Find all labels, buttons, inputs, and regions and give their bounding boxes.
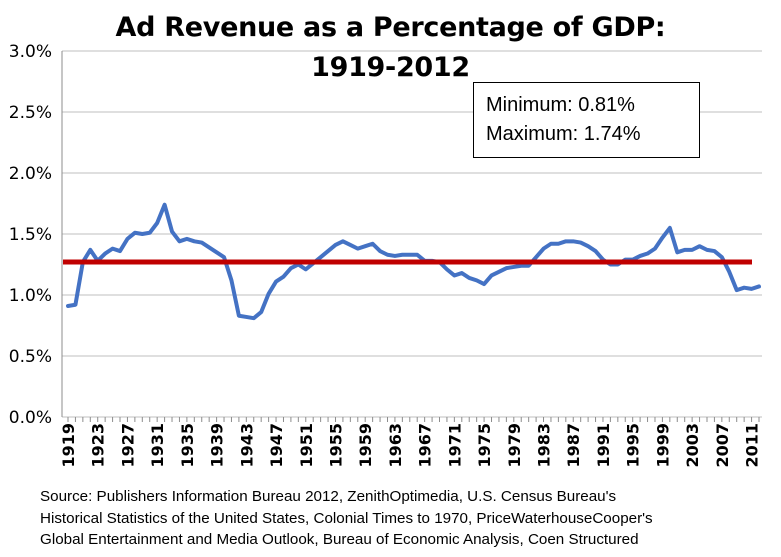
y-tick-label: 0.5% xyxy=(9,347,52,367)
x-tick-label: 1999 xyxy=(653,423,672,468)
x-tick-label: 1947 xyxy=(267,423,286,468)
x-tick-label: 1951 xyxy=(297,423,316,468)
y-tick-label: 0.0% xyxy=(9,408,52,428)
x-tick-label: 1955 xyxy=(326,423,345,468)
y-tick-label: 1.0% xyxy=(9,286,52,306)
x-tick-label: 1967 xyxy=(416,423,435,468)
y-tick-label: 2.5% xyxy=(9,103,52,123)
stats-box: Minimum: 0.81% Maximum: 1.74% xyxy=(473,82,700,158)
x-tick-label: 1927 xyxy=(118,423,137,468)
source-line: Source: Publishers Information Bureau 20… xyxy=(40,488,617,505)
y-tick-label: 2.0% xyxy=(9,164,52,184)
y-tick-label: 1.5% xyxy=(9,225,52,245)
x-tick-label: 1975 xyxy=(475,423,494,468)
source-note: Source: Publishers Information Bureau 20… xyxy=(40,486,760,551)
chart-title: Ad Revenue as a Percentage of GDP: 1919-… xyxy=(0,8,781,88)
source-line: Historical Statistics of the United Stat… xyxy=(40,509,653,527)
plot-area xyxy=(63,202,761,321)
x-tick-label: 1959 xyxy=(356,423,375,468)
x-tick-label: 2011 xyxy=(743,423,762,468)
chart-title-line2: 1919-2012 xyxy=(311,52,470,83)
x-tick-label: 1919 xyxy=(59,423,78,468)
x-tick-label: 1943 xyxy=(237,423,256,468)
x-tick-label: 1923 xyxy=(89,423,108,468)
x-tick-label: 1979 xyxy=(505,423,524,468)
chart-title-line1: Ad Revenue as a Percentage of GDP: xyxy=(115,12,666,43)
x-tick-label: 1971 xyxy=(445,423,464,468)
x-axis-ticks: 1919 1923 1927 1931 1935 1939 1943 1947 1951 1955… xyxy=(59,417,762,468)
x-tick-label: 1983 xyxy=(535,423,554,468)
x-tick-label: 1991 xyxy=(594,423,613,468)
source-line: Global Entertainment and Media Outlook, … xyxy=(40,531,639,548)
x-tick-label: 1939 xyxy=(208,423,227,468)
x-tick-label: 1963 xyxy=(386,423,405,468)
x-tick-label: 1935 xyxy=(178,423,197,468)
x-tick-label: 1995 xyxy=(624,423,643,468)
maximum-label: Maximum: 1.74% xyxy=(486,123,641,145)
series-line xyxy=(66,202,761,321)
x-tick-label: 1987 xyxy=(564,423,583,468)
y-axis-ticks: 0.0% 0.5% 1.0% 1.5% 2.0% 2.5% 3.0% xyxy=(9,42,52,428)
x-tick-label: 2007 xyxy=(713,423,732,468)
x-tick-label: 1931 xyxy=(148,423,167,468)
minimum-label: Minimum: 0.81% xyxy=(486,94,635,116)
y-tick-label: 3.0% xyxy=(9,42,52,62)
x-tick-label: 2003 xyxy=(683,423,702,468)
gridlines xyxy=(61,50,762,418)
